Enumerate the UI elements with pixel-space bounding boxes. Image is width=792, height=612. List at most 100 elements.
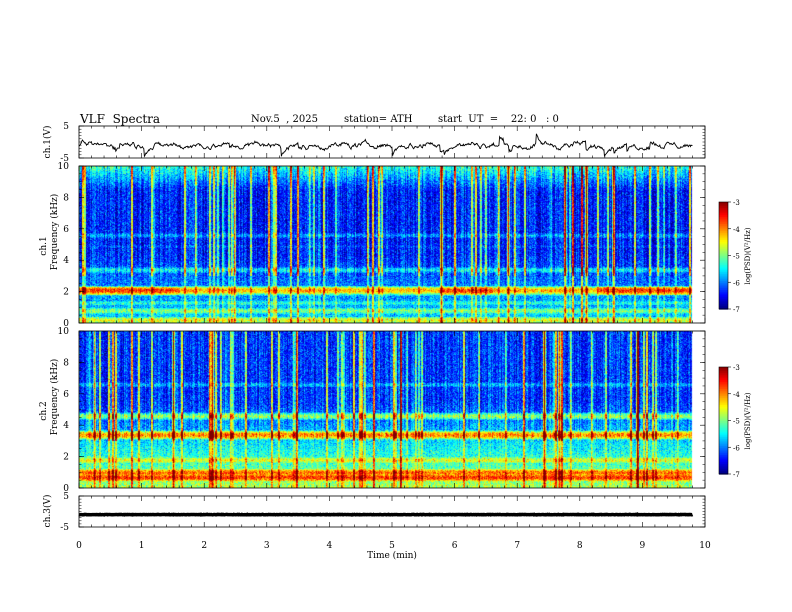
colorbar2-cell — [719, 404, 728, 407]
colorbar2-cell — [719, 432, 728, 436]
colorbar2-cell — [719, 449, 728, 452]
colorbar2-cell — [719, 441, 728, 445]
colorbar2-cell — [719, 379, 728, 382]
colorbar1-cell — [719, 291, 728, 294]
colorbar2-cell — [719, 397, 728, 400]
colorbar1-cell — [719, 296, 728, 299]
colorbar1-tick-label: -4 — [733, 226, 740, 234]
colorbar1-cell — [719, 210, 728, 214]
colorbar2-cell — [719, 413, 728, 416]
colorbar1-cell — [719, 260, 728, 264]
colorbar1-cell — [719, 255, 728, 258]
colorbar2-cell — [719, 459, 728, 463]
ch1-spectrogram-image — [79, 166, 705, 323]
colorbar1-cell — [719, 232, 728, 235]
colorbar1-cell — [719, 282, 728, 285]
colorbar2-cell — [719, 436, 728, 439]
colorbar1-cell — [719, 212, 728, 216]
colorbar1-tick-label: -5 — [733, 253, 740, 261]
colorbar2-cell — [719, 402, 728, 406]
ch2-spectrogram-ytick-label: 10 — [58, 327, 70, 337]
colorbar1-cell — [719, 221, 728, 224]
colorbar1-cell — [719, 219, 728, 223]
colorbar2-cell — [719, 466, 728, 470]
colorbar2-cell — [719, 470, 728, 473]
colorbar2-cell — [719, 456, 728, 459]
colorbar2-cell — [719, 381, 728, 384]
colorbar2-cell — [719, 452, 728, 455]
ch1-waveform-trace — [78, 133, 693, 158]
colorbar1-cell — [719, 264, 728, 267]
colorbar2-cell — [719, 447, 728, 450]
colorbar1-cell — [719, 228, 728, 232]
ch1-waveform-ytick-label: -5 — [60, 154, 69, 164]
colorbar1-cell — [719, 251, 728, 255]
ch2-spectrogram-ylabel-top: ch.2 — [39, 401, 49, 420]
colorbar1-cell — [719, 298, 728, 301]
colorbar2-cell — [719, 457, 728, 461]
colorbar1-cell — [719, 285, 728, 289]
colorbar2-cell — [719, 388, 728, 391]
colorbar1-cell — [719, 259, 728, 262]
colorbar2-cell — [719, 368, 728, 372]
colorbar1-cell — [719, 223, 728, 226]
ch2-spectrogram-ytick-label: 2 — [63, 453, 69, 463]
ch3-waveform-ytick-label: 5 — [63, 492, 69, 502]
ch2-spectrogram-image — [79, 331, 705, 488]
colorbar1-cell — [719, 225, 728, 228]
colorbar2-cell — [719, 429, 728, 432]
x-tick-label: 1 — [139, 541, 145, 551]
colorbar2-tick-label: -3 — [733, 364, 740, 372]
colorbar2-cell — [719, 409, 728, 413]
colorbar1-cell — [719, 244, 728, 248]
colorbar1-cell — [719, 292, 728, 296]
colorbar2-tick-label: -5 — [733, 418, 740, 426]
colorbar1-cell — [719, 250, 728, 253]
colorbar2-cell — [719, 463, 728, 466]
colorbar2-cell — [719, 374, 728, 377]
colorbar2-cell — [719, 372, 728, 375]
colorbar1-cell — [719, 202, 728, 205]
ch1-waveform-ytick-label: 5 — [63, 122, 69, 132]
colorbar2-cell — [719, 450, 728, 454]
colorbar1-cell — [719, 203, 728, 207]
colorbar1-cell — [719, 239, 728, 242]
colorbar2-cell — [719, 367, 728, 370]
colorbar2-cell — [719, 384, 728, 388]
colorbar2-cell — [719, 424, 728, 427]
colorbar1-cell — [719, 289, 728, 292]
colorbar2-cell — [719, 408, 728, 411]
colorbar2-tick-label: -6 — [733, 444, 740, 452]
colorbar1-tick-label: -7 — [733, 306, 740, 314]
colorbar2-cell — [719, 472, 728, 475]
colorbar1-cell — [719, 237, 728, 241]
x-tick-label: 2 — [201, 541, 207, 551]
colorbar2-cell — [719, 386, 728, 389]
colorbar2-cell — [719, 406, 728, 409]
x-tick-label: 9 — [640, 541, 646, 551]
colorbar1-cell — [719, 243, 728, 246]
ch2-spectrogram-ytick-label: 6 — [63, 390, 69, 400]
colorbar2-cell — [719, 461, 728, 464]
x-tick-label: 0 — [76, 541, 82, 551]
colorbar2-cell — [719, 370, 728, 373]
colorbar1-cell — [719, 216, 728, 219]
colorbar2-cell — [719, 425, 728, 429]
ch1-spectrogram-ytick-label: 0 — [63, 319, 69, 329]
start-ut-label: start UT = 22: 0 : 0 — [438, 114, 559, 125]
station-label: station= ATH — [344, 114, 413, 125]
colorbar2-cell — [719, 383, 728, 386]
colorbar1-cell — [719, 307, 728, 310]
x-axis-label: Time (min) — [367, 550, 417, 561]
colorbar2-cell — [719, 393, 728, 397]
colorbar2-cell — [719, 390, 728, 393]
x-tick-label: 10 — [699, 541, 711, 551]
colorbar1-cell — [719, 253, 728, 257]
ch2-spectrogram-ytick-label: 0 — [63, 484, 69, 494]
colorbar2-cell — [719, 465, 728, 468]
colorbar1-cell — [719, 303, 728, 307]
colorbar2-cell — [719, 431, 728, 434]
colorbar2-cell — [719, 434, 728, 438]
colorbar2-cell — [719, 377, 728, 381]
colorbar2-cell — [719, 418, 728, 422]
